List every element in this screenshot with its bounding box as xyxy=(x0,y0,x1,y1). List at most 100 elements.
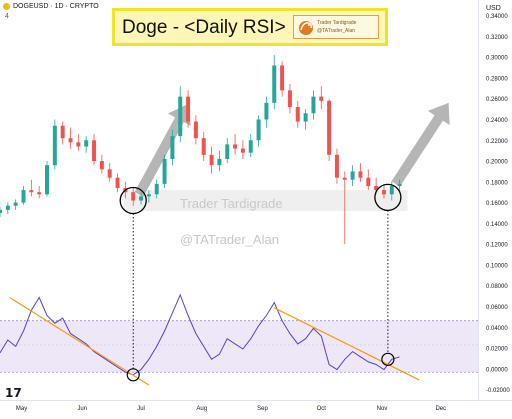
y-tick-label: 0.32000 xyxy=(486,35,508,41)
y-tick-label: 0.22000 xyxy=(486,139,508,145)
candle-body xyxy=(209,154,214,166)
candle-body xyxy=(350,171,355,180)
y-tick-label: 0.04000 xyxy=(486,326,508,332)
candle-body xyxy=(311,96,316,114)
candle-body xyxy=(374,185,379,191)
symbol-header: DOGEUSD · 1D · CRYPTO xyxy=(3,3,99,10)
y-tick-label: 0.28000 xyxy=(486,76,508,82)
projection-arrow xyxy=(391,102,450,187)
candle-body xyxy=(146,194,151,197)
candle-body xyxy=(76,142,81,147)
y-tick-label: 0.18000 xyxy=(486,180,508,186)
symbol-label[interactable]: DOGEUSD · 1D · CRYPTO xyxy=(13,3,99,10)
rsi-trendline xyxy=(9,296,150,386)
title-box: Doge - <Daily RSI> Trader Tardigrade @TA… xyxy=(112,8,388,46)
candle-body xyxy=(21,190,26,203)
candle-body xyxy=(193,121,198,139)
y-tick-label: 0.12000 xyxy=(486,243,508,249)
y-axis-layer: 0.34000 0.32000 0.30000 0.28000 0.26000 0.240… xyxy=(486,14,510,394)
y-tick-label: 0.26000 xyxy=(486,97,508,103)
rsi-point-circle xyxy=(126,368,140,382)
tradingview-logo-icon[interactable]: 17 xyxy=(5,386,22,400)
candle-body xyxy=(256,119,261,141)
candle-body xyxy=(217,158,222,166)
candle-body xyxy=(389,185,394,195)
x-tick-label: May xyxy=(16,406,27,412)
candle-body xyxy=(13,202,18,206)
candle-body xyxy=(115,177,120,189)
candle-body xyxy=(186,96,191,122)
candle-body xyxy=(131,192,136,201)
x-tick-label: Jun xyxy=(77,406,87,412)
logo-handle: @TATrader_Alan xyxy=(317,28,356,34)
candle-body xyxy=(178,96,183,137)
candle-body xyxy=(280,65,285,91)
y-tick-label: 0.24000 xyxy=(486,118,508,124)
candle-body xyxy=(170,136,175,159)
candle-body xyxy=(162,158,167,184)
y-tick-label: -0.02000 xyxy=(486,388,510,394)
candle-body xyxy=(358,171,363,178)
candle-body xyxy=(240,148,245,153)
projection-arrow xyxy=(134,103,191,197)
candle-body xyxy=(92,140,97,162)
candle-body xyxy=(29,190,34,193)
tardigrade-logo-icon xyxy=(299,21,313,35)
rsi-series-line xyxy=(0,293,400,376)
logo-name: Trader Tardigrade xyxy=(317,20,357,26)
doge-coin-icon xyxy=(3,3,10,10)
y-tick-label: 0.30000 xyxy=(486,56,508,62)
watermark-line1: Trader Tardigrade xyxy=(180,196,283,211)
y-tick-label: 0.34000 xyxy=(486,14,508,20)
rsi-layer xyxy=(0,293,400,376)
candle-body xyxy=(334,154,339,178)
rsi-trendline xyxy=(273,307,420,381)
rsi-length-label: 4 xyxy=(5,13,9,20)
candle-body xyxy=(52,125,57,166)
arrows-layer xyxy=(134,102,450,197)
candle-body xyxy=(68,138,73,143)
candle-body xyxy=(154,183,159,195)
candle-body xyxy=(139,196,144,201)
candle-body xyxy=(272,65,277,103)
candle-body xyxy=(99,161,104,170)
y-tick-label: 0.16000 xyxy=(486,201,508,207)
x-tick-label: Nov xyxy=(377,406,388,412)
x-tick-label: Oct xyxy=(317,406,327,412)
candle-body xyxy=(366,177,371,186)
y-tick-label: 0.02000 xyxy=(486,347,508,353)
candle-body xyxy=(37,192,42,195)
y-tick-label: 0.14000 xyxy=(486,222,508,228)
candle-body xyxy=(84,140,89,147)
trader-logo: Trader Tardigrade @TATrader_Alan xyxy=(293,15,379,39)
candle-body xyxy=(319,96,324,101)
candle-body xyxy=(201,138,206,155)
y-tick-label: 0.06000 xyxy=(486,305,508,311)
candle-body xyxy=(233,144,238,149)
candle-body xyxy=(0,209,2,213)
y-tick-label: 0.10000 xyxy=(486,263,508,269)
x-tick-label: Jul xyxy=(137,406,145,412)
candle-body xyxy=(248,140,253,153)
x-tick-label: Dec xyxy=(435,406,446,412)
candle-body xyxy=(264,102,269,120)
support-zone xyxy=(123,190,408,211)
candle-body xyxy=(381,190,386,195)
x-tick-label: Aug xyxy=(196,406,207,412)
candle-body xyxy=(107,169,112,178)
candle-body xyxy=(342,177,347,180)
candle-body xyxy=(397,183,402,186)
candle-body xyxy=(295,107,300,122)
y-axis-unit-label: USD xyxy=(486,5,501,12)
candle-body xyxy=(287,90,292,108)
y-tick-label: 0.00000 xyxy=(486,367,508,373)
x-axis-layer: May Jun Jul Aug Sep Oct Nov Dec xyxy=(16,406,446,412)
candle-body xyxy=(60,125,65,139)
y-tick-label: 0.08000 xyxy=(486,284,508,290)
candle-body xyxy=(303,113,308,122)
y-tick-label: 0.20000 xyxy=(486,160,508,166)
candle-body xyxy=(45,165,50,195)
x-tick-label: Sep xyxy=(257,406,268,412)
chart-title: Doge - <Daily RSI> xyxy=(122,17,286,38)
